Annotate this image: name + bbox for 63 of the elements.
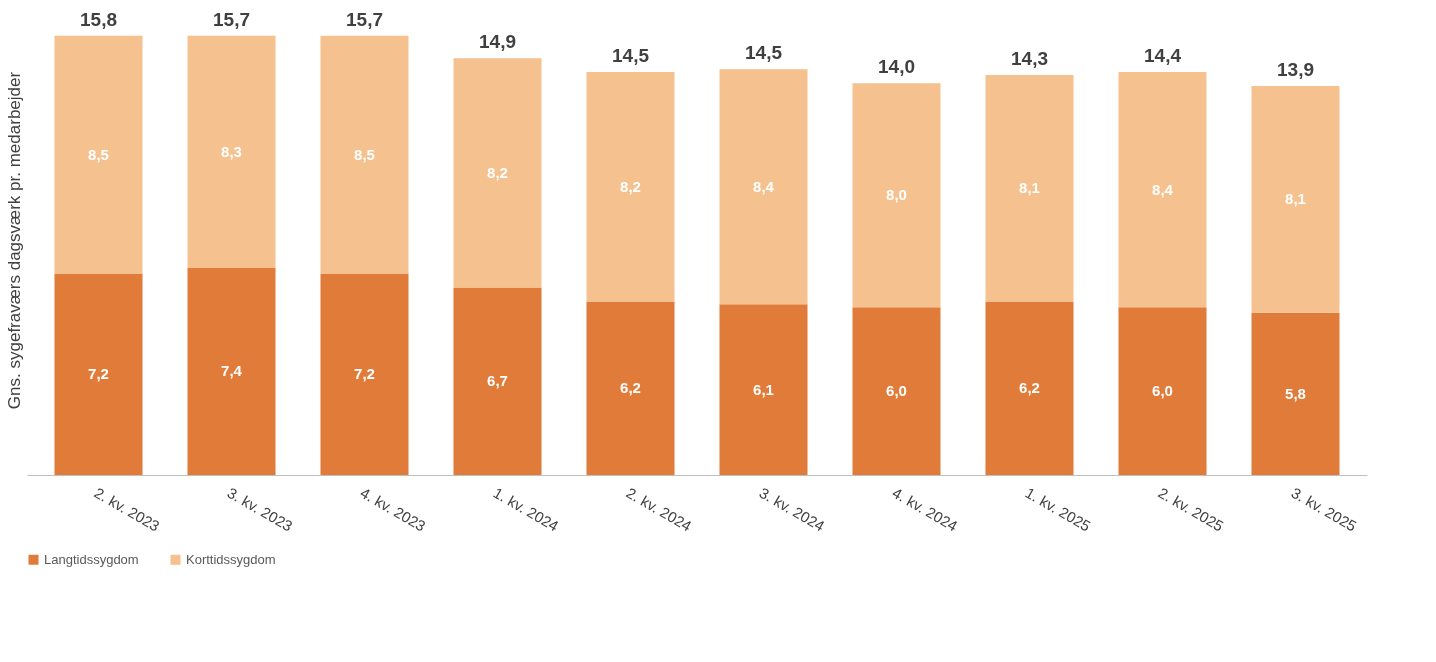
- total-label: 15,7: [213, 8, 250, 30]
- data-label: 6,0: [1152, 382, 1173, 400]
- bar: [1251, 312, 1340, 475]
- x-tick-label: 3. kv. 2024: [756, 483, 828, 535]
- bar: [453, 58, 542, 288]
- total-label: 14,4: [1144, 45, 1182, 67]
- x-tick-label: 1. kv. 2025: [1022, 483, 1094, 535]
- bar: [586, 301, 675, 475]
- x-tick-label: 1. kv. 2024: [490, 483, 562, 535]
- data-label: 6,0: [886, 382, 907, 400]
- total-label: 14,5: [745, 42, 783, 64]
- bar: [320, 273, 409, 475]
- total-label: 15,8: [80, 8, 117, 30]
- data-label: 6,2: [620, 379, 641, 397]
- bar: [1118, 72, 1207, 308]
- total-label: 14,5: [612, 45, 650, 67]
- bar: [453, 287, 542, 475]
- data-label: 8,2: [620, 177, 641, 195]
- data-label: 8,1: [1285, 190, 1306, 208]
- x-tick-label: 2. kv. 2024: [623, 483, 695, 535]
- data-label: 7,4: [221, 362, 243, 380]
- data-label: 8,1: [1019, 179, 1040, 197]
- total-label: 14,0: [878, 56, 915, 78]
- y-axis-title: Gns. sygefraværs dagsværk pr. medarbejder: [4, 71, 24, 410]
- bar: [54, 35, 143, 274]
- x-tick-label: 3. kv. 2025: [1288, 483, 1360, 535]
- data-label: 8,3: [221, 142, 242, 160]
- data-label: 8,4: [753, 177, 775, 195]
- data-label: 7,2: [354, 365, 375, 383]
- data-label: 5,8: [1285, 384, 1306, 402]
- data-label: 8,5: [354, 145, 375, 163]
- data-label: 8,2: [487, 163, 508, 181]
- total-label: 14,3: [1011, 47, 1048, 69]
- data-label: 8,4: [1152, 180, 1174, 198]
- x-tick-label: 2. kv. 2025: [1155, 483, 1227, 535]
- total-label: 14,9: [479, 31, 516, 53]
- bar: [985, 301, 1074, 475]
- bar: [1118, 307, 1207, 475]
- legend-label: Langtidssygdom: [44, 551, 139, 567]
- data-label: 7,2: [88, 365, 109, 383]
- x-tick-label: 4. kv. 2023: [357, 483, 429, 535]
- x-tick-label: 4. kv. 2024: [889, 483, 961, 535]
- bar: [320, 35, 409, 274]
- bar: [187, 267, 276, 475]
- bar: [54, 273, 143, 475]
- bar: [852, 83, 941, 308]
- bar: [187, 35, 276, 268]
- legend-label: Korttidssygdom: [186, 551, 276, 567]
- x-tick-label: 2. kv. 2023: [91, 483, 163, 535]
- bar: [586, 72, 675, 302]
- bar: [1251, 86, 1340, 313]
- data-label: 6,2: [1019, 379, 1040, 397]
- x-tick-label: 3. kv. 2023: [224, 483, 296, 535]
- bar: [852, 307, 941, 475]
- bar: [985, 74, 1074, 302]
- data-label: 8,0: [886, 186, 907, 204]
- data-label: 6,1: [753, 380, 774, 398]
- bar: [719, 69, 808, 305]
- total-label: 13,9: [1277, 59, 1314, 81]
- total-label: 15,7: [346, 8, 383, 30]
- data-label: 6,7: [487, 372, 508, 390]
- data-label: 8,5: [88, 145, 109, 163]
- bar: [719, 304, 808, 475]
